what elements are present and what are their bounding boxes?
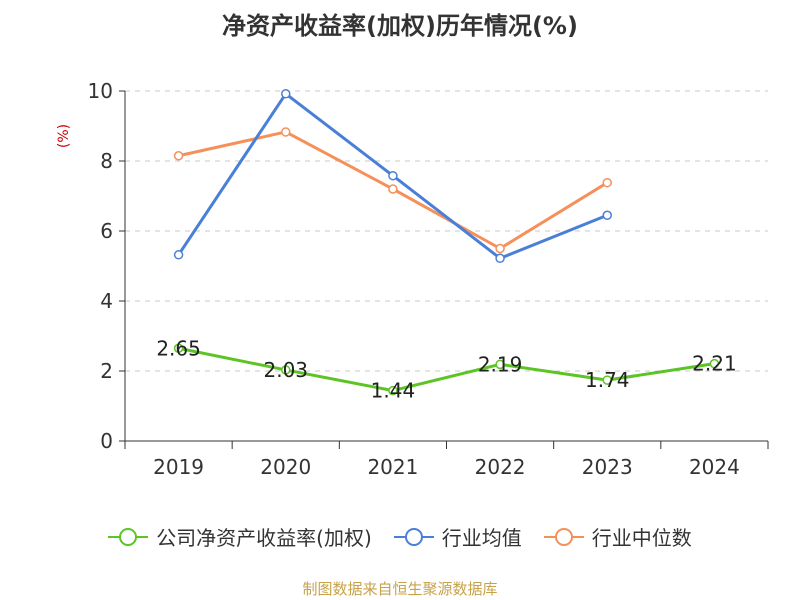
data-labels: 2.65 2.03 1.44 2.19 1.74 2.21 (156, 336, 736, 402)
x-tick-label-2021: 2021 (367, 455, 418, 479)
legend-item-industry-median[interactable]: 行业中位数 (543, 522, 692, 551)
y-tick-label-4: 4 (100, 289, 113, 313)
point-s1-2022 (495, 253, 505, 264)
series-line-0 (178, 346, 715, 393)
data-label-2022: 2.19 (478, 352, 523, 376)
legend-label-industry-mean: 行业均值 (441, 526, 522, 550)
x-tick-label-2019: 2019 (153, 455, 204, 479)
legend-label-company: 公司净资产收益率(加权) (156, 526, 372, 550)
legend-item-industry-mean[interactable]: 行业均值 (393, 522, 522, 551)
point-s0-2023 (602, 375, 612, 385)
legend-label-industry-median: 行业中位数 (591, 526, 692, 550)
data-label-2019: 2.65 (156, 336, 201, 360)
point-s2-2023 (602, 177, 612, 188)
point-s0-2024 (709, 358, 720, 369)
point-s0-2021 (388, 385, 398, 396)
y-tick-label-10: 10 (88, 79, 113, 103)
point-s0-2020 (281, 365, 291, 375)
y-tick-label-0: 0 (100, 429, 113, 453)
y-tick-label-8: 8 (100, 149, 113, 173)
point-s0-2019 (173, 343, 184, 353)
x-tick-label-2024: 2024 (689, 455, 740, 479)
data-label-2021: 1.44 (371, 379, 416, 403)
grid-lines (125, 90, 768, 372)
point-s1-2019 (173, 250, 184, 260)
legend-marker-company (108, 527, 149, 546)
point-s2-2021 (388, 184, 398, 194)
y-tick-label-2: 2 (100, 359, 113, 383)
point-s2-2020 (281, 127, 291, 137)
legend-item-company[interactable]: 公司净资产收益率(加权) (108, 522, 372, 551)
legend-marker-industry-mean (393, 527, 434, 546)
x-tick-label-2020: 2020 (260, 455, 311, 479)
legend-marker-industry-median (543, 527, 584, 546)
data-label-2023: 1.74 (585, 368, 630, 392)
point-s2-2022 (495, 243, 505, 254)
point-s1-2020 (281, 89, 291, 99)
chart-title: 净资产收益率(加权)历年情况(%) (222, 12, 578, 40)
x-tick-label-2022: 2022 (475, 455, 526, 479)
axes: 0 2 4 6 8 10 2019 2020 2021 2022 2023 2024 (88, 79, 769, 479)
data-label-2024: 2.21 (692, 352, 737, 376)
y-tick-label-6: 6 (100, 219, 113, 243)
point-s2-2019 (173, 151, 184, 161)
data-label-2020: 2.03 (263, 358, 308, 382)
series-lines (173, 89, 720, 396)
point-s0-2022 (495, 359, 505, 370)
x-tick-label-2023: 2023 (582, 455, 633, 479)
data-source: 制图数据来自恒生聚源数据库 (302, 580, 498, 598)
legend: 公司净资产收益率(加权) 行业均值 行业中位数 (0, 522, 800, 551)
point-s1-2021 (388, 170, 398, 181)
point-s1-2023 (602, 210, 612, 220)
